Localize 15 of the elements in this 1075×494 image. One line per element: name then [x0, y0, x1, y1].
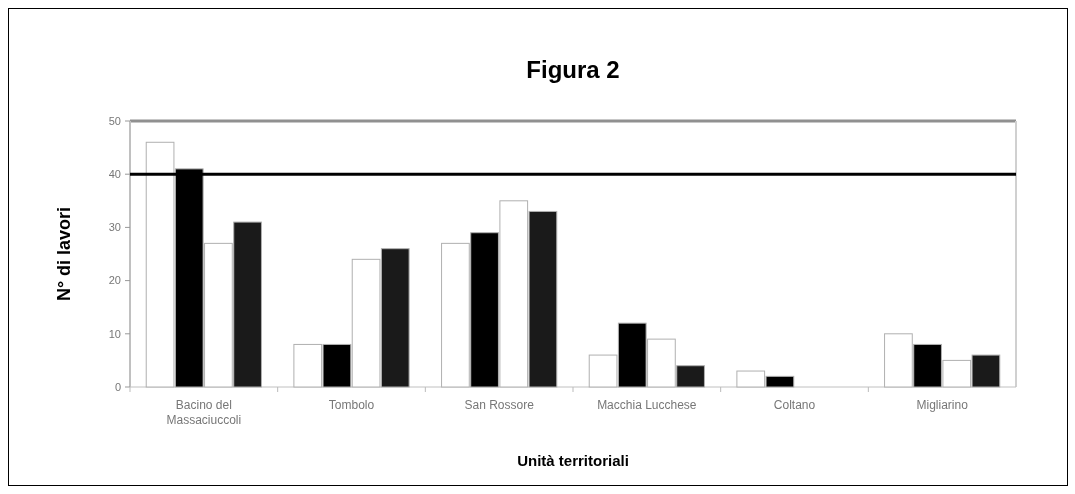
- y-tick-label: 40: [108, 168, 121, 181]
- chart-title: Figura 2: [526, 56, 620, 83]
- y-tick-label: 20: [108, 274, 121, 287]
- x-tick-label: Coltano: [773, 398, 816, 412]
- x-tick-label: San Rossore: [464, 398, 535, 412]
- y-axis-title: N° di lavori: [54, 206, 74, 302]
- x-axis-title: Unità territoriali: [517, 452, 629, 469]
- y-tick-label: 10: [108, 327, 121, 340]
- y-tick-label: 0: [114, 380, 121, 393]
- x-tick-label: Macchia Lucchese: [597, 398, 697, 412]
- x-tick-label: Bacino del Massaciuccoli: [166, 398, 242, 427]
- y-tick-label: 30: [108, 221, 121, 234]
- x-tick-label: Tombolo: [328, 398, 375, 412]
- y-tick-label: 50: [108, 114, 121, 127]
- x-tick-label: Migliarino: [916, 398, 969, 412]
